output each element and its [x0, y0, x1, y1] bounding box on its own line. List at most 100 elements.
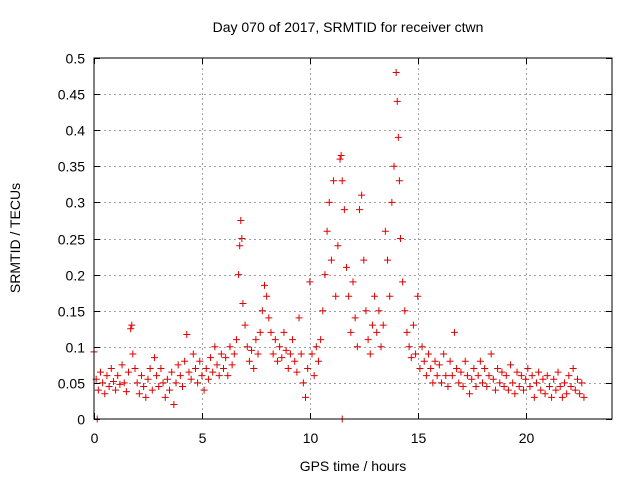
data-point — [355, 206, 363, 214]
data-point — [515, 383, 523, 391]
data-point — [103, 372, 111, 380]
data-point — [224, 372, 232, 380]
data-point — [522, 375, 530, 383]
data-point — [276, 343, 284, 351]
data-point — [431, 357, 439, 365]
data-point — [556, 383, 564, 391]
data-point — [453, 364, 461, 372]
data-point — [347, 328, 355, 336]
y-tick-label: 0.05 — [58, 376, 85, 392]
data-point — [558, 393, 566, 401]
data-point — [105, 383, 113, 391]
data-point — [500, 383, 508, 391]
data-point — [537, 386, 545, 394]
data-point — [349, 278, 357, 286]
data-point — [520, 386, 528, 394]
data-point — [314, 357, 322, 365]
data-point — [545, 383, 553, 391]
data-point — [159, 379, 167, 387]
data-points — [90, 68, 588, 423]
data-point — [319, 307, 327, 315]
data-point — [215, 372, 223, 380]
data-point — [448, 372, 456, 380]
y-tick-label: 0.45 — [58, 87, 85, 103]
data-point — [563, 390, 571, 398]
data-point — [135, 390, 143, 398]
data-point — [131, 364, 139, 372]
data-point — [200, 386, 208, 394]
data-point — [442, 372, 450, 380]
data-point — [388, 198, 396, 206]
data-point — [395, 177, 403, 185]
data-point — [263, 292, 271, 300]
data-point — [137, 372, 145, 380]
data-point — [425, 350, 433, 358]
data-point — [321, 271, 329, 279]
data-point — [185, 368, 193, 376]
data-point — [353, 343, 361, 351]
y-tick-label: 0.5 — [66, 51, 86, 67]
y-tick-label: 0 — [77, 412, 85, 428]
data-point — [299, 379, 307, 387]
data-point — [433, 372, 441, 380]
data-point — [334, 242, 342, 250]
data-point — [308, 350, 316, 358]
data-point — [196, 357, 204, 365]
y-tick-label: 0.35 — [58, 159, 85, 175]
data-point — [140, 383, 148, 391]
data-point — [144, 375, 152, 383]
data-point — [125, 368, 133, 376]
data-point — [327, 256, 335, 264]
data-point — [550, 375, 558, 383]
data-point — [571, 386, 579, 394]
data-point — [245, 357, 253, 365]
data-point — [362, 307, 370, 315]
data-point — [507, 361, 515, 369]
data-point — [384, 256, 392, 264]
data-point — [541, 390, 549, 398]
data-point — [161, 393, 169, 401]
data-point — [217, 350, 225, 358]
data-point — [172, 379, 180, 387]
data-point — [183, 331, 191, 339]
data-point — [267, 328, 275, 336]
data-point — [336, 155, 344, 163]
data-point — [194, 379, 202, 387]
data-point — [198, 372, 206, 380]
data-point — [494, 364, 502, 372]
data-point — [466, 390, 474, 398]
data-point — [371, 292, 379, 300]
data-point — [312, 343, 320, 351]
y-tick-label: 0.4 — [66, 123, 86, 139]
data-point — [401, 307, 409, 315]
data-point — [238, 235, 246, 242]
data-point — [468, 375, 476, 383]
data-point — [498, 368, 506, 376]
data-point — [265, 314, 273, 322]
data-point — [446, 357, 454, 365]
data-point — [237, 216, 245, 224]
data-point — [552, 386, 560, 394]
data-point — [258, 307, 266, 315]
data-point — [360, 256, 368, 264]
data-point — [573, 375, 581, 383]
data-point — [472, 383, 480, 391]
y-tick-label: 0.3 — [66, 195, 86, 211]
data-point — [366, 350, 374, 358]
data-point — [289, 336, 297, 344]
x-tick-label: 20 — [519, 430, 535, 446]
data-point — [127, 325, 135, 333]
data-point — [444, 383, 452, 391]
data-point — [209, 368, 217, 376]
data-point — [166, 386, 174, 394]
data-point — [379, 321, 387, 329]
data-point — [539, 375, 547, 383]
data-point — [580, 393, 588, 401]
data-point — [96, 368, 104, 376]
data-point — [148, 386, 156, 394]
data-point — [302, 393, 310, 401]
data-point — [543, 372, 551, 380]
data-point — [250, 364, 258, 372]
data-point — [291, 357, 299, 365]
data-point — [142, 393, 150, 401]
